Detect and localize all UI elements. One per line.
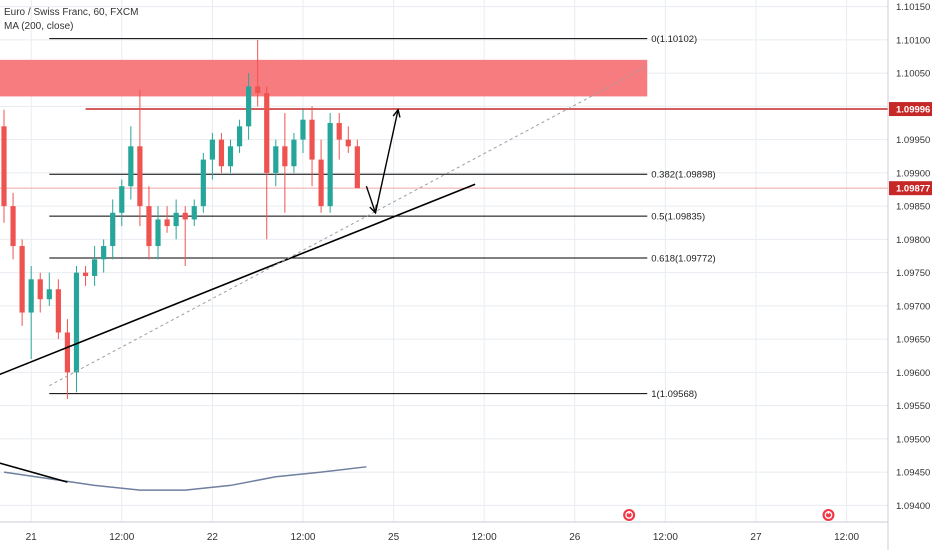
price-tick-label: 1.09450: [896, 468, 930, 479]
price-tick-label: 1.09650: [896, 335, 930, 346]
candle-body: [227, 146, 234, 167]
candle-body: [173, 212, 179, 227]
arrow-head: [369, 204, 378, 215]
ma-line: [3, 466, 367, 491]
time-tick-label: 12:00: [290, 532, 315, 543]
symbol-title: Euro / Swiss Franc, 60, FXCM: [4, 7, 139, 18]
candle-body: [10, 206, 16, 247]
price-tick-label: 1.09900: [896, 168, 930, 179]
price-tick-label: 1.10150: [896, 2, 930, 13]
candle-body: [309, 119, 315, 160]
candle-body: [119, 186, 125, 213]
time-tick-label: 12:00: [472, 532, 497, 543]
candle-body: [200, 159, 206, 207]
candle-body: [318, 159, 324, 207]
time-tick-label: 12:00: [834, 532, 859, 543]
fib-level-label: 0.382(1.09898): [651, 170, 715, 181]
candle-body: [28, 279, 34, 313]
candle-body: [236, 126, 243, 147]
resistance-price-badge: 1.09996: [896, 105, 930, 116]
time-tick-label: 26: [569, 532, 581, 543]
price-tick-label: 1.09750: [896, 268, 930, 279]
event-marker-icon: [622, 508, 637, 522]
candle-body: [345, 139, 351, 147]
time-tick-label: 12:00: [653, 532, 678, 543]
price-tick-label: 1.09600: [896, 368, 930, 379]
candle-body: [82, 272, 89, 276]
price-tick-label: 1.09400: [896, 501, 930, 512]
candle-body: [246, 86, 252, 127]
price-tick-label: 1.09950: [896, 135, 930, 146]
candle-body: [1, 126, 7, 207]
candle-body: [218, 139, 225, 167]
candle-body: [37, 279, 43, 300]
candle-body: [146, 206, 152, 247]
candle-body: [155, 219, 161, 247]
price-tick-label: 1.10050: [896, 69, 930, 80]
time-tick-label: 22: [207, 532, 219, 543]
trend-line: [0, 462, 68, 483]
candle-body: [19, 246, 25, 313]
candle-body: [209, 139, 215, 160]
candle-body: [92, 259, 98, 276]
current-price-badge-bg: [889, 181, 932, 196]
fib-level-label: 0(1.10102): [651, 34, 697, 45]
price-tick-label: 1.09850: [896, 202, 930, 213]
fib-level-label: 0.618(1.09772): [651, 254, 715, 265]
candle-body: [327, 123, 333, 207]
candle-body: [46, 289, 52, 300]
candle-body: [291, 139, 297, 167]
candle-body: [55, 289, 61, 333]
indicator-label: MA (200, close): [4, 21, 74, 32]
candle-body: [273, 146, 279, 173]
candle-body: [182, 212, 188, 220]
candle-body: [300, 119, 306, 140]
price-tick-label: 1.09800: [896, 235, 930, 246]
fib-level-label: 1(1.09568): [651, 389, 697, 400]
candle-body: [164, 219, 170, 227]
resistance-zone: [0, 59, 648, 97]
price-tick-label: 1.09500: [896, 434, 930, 445]
candle-body: [336, 123, 342, 140]
candle-body: [73, 272, 80, 373]
time-tick-label: 12:00: [109, 532, 134, 543]
candle-body: [354, 146, 360, 189]
current-price-badge: 1.09877: [896, 184, 930, 195]
trend-line: [0, 183, 476, 376]
candle-body: [191, 206, 197, 220]
candle-body: [255, 86, 261, 94]
time-tick-label: 21: [26, 532, 38, 543]
candle-body: [137, 146, 143, 207]
price-tick-label: 1.09700: [896, 301, 930, 312]
candle-body: [64, 332, 71, 373]
resistance-price-badge-bg: [889, 102, 932, 117]
price-tick-label: 1.09550: [896, 401, 930, 412]
fib-level-label: 0.5(1.09835): [651, 212, 705, 223]
candle-body: [110, 212, 116, 247]
candle-body: [264, 93, 270, 173]
chart-legend: Euro / Swiss Franc, 60, FXCM MA (200, cl…: [4, 6, 138, 34]
projection-arrow: [374, 109, 399, 213]
price-tick-label: 1.10100: [896, 35, 930, 46]
candle-body: [282, 146, 288, 167]
fib-trend-dotted-line: [49, 66, 648, 387]
arrow-head: [392, 108, 401, 118]
time-tick-label: 27: [750, 532, 762, 543]
candle-body: [101, 246, 107, 260]
event-marker-icon: [821, 508, 836, 522]
projection-arrow: [365, 185, 377, 214]
candle-body: [128, 146, 134, 187]
time-tick-label: 25: [388, 532, 400, 543]
